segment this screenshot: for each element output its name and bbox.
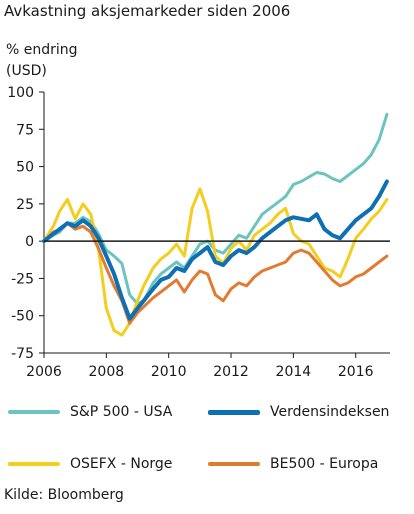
y-tick-label: 25 (16, 197, 34, 213)
x-tick-label: 2010 (151, 364, 187, 380)
y-tick-label: 75 (16, 122, 34, 138)
y-tick-label: -50 (11, 309, 34, 325)
legend-item-world: Verdensindeksen (208, 404, 389, 420)
x-tick-label: 2016 (338, 364, 374, 380)
y-axis-label: % endring (USD) (6, 40, 78, 82)
legend: S&P 500 - USA Verdensindeksen OSEFX - No… (0, 396, 414, 486)
legend-item-sp500: S&P 500 - USA (8, 404, 172, 420)
legend-swatch-sp500 (8, 410, 60, 414)
line-chart: 100 75 50 25 0 -25 -50 -75 2006 2008 2010 2012 2014 2… (7, 85, 390, 380)
y-axis-label-line2: (USD) (6, 63, 47, 79)
x-tick-label: 2006 (26, 364, 62, 380)
series-line-0 (42, 112, 389, 306)
legend-swatch-be500 (208, 462, 260, 466)
x-tick-label: 2014 (276, 364, 312, 380)
legend-label-sp500: S&P 500 - USA (70, 404, 173, 420)
y-axis-label-line1: % endring (6, 42, 78, 58)
y-tick-label: 0 (25, 234, 34, 250)
source-note: Kilde: Bloomberg (4, 487, 124, 503)
series-line-3 (42, 221, 389, 325)
series-line-1 (42, 179, 389, 321)
x-tick-label: 2008 (89, 364, 125, 380)
series-line-2 (42, 187, 389, 337)
legend-swatch-osefx (8, 462, 60, 466)
legend-label-be500: BE500 - Europa (270, 456, 379, 472)
legend-item-osefx: OSEFX - Norge (8, 456, 172, 472)
y-tick-label: -75 (11, 346, 34, 362)
legend-swatch-world (208, 409, 260, 415)
x-tick-label: 2012 (213, 364, 249, 380)
legend-label-world: Verdensindeksen (270, 404, 390, 420)
y-tick-label: 50 (16, 160, 34, 176)
legend-label-osefx: OSEFX - Norge (70, 456, 173, 472)
y-tick-label: 100 (7, 85, 34, 101)
y-tick-label: -25 (11, 271, 34, 287)
chart-title: Avkastning aksjemarkeder siden 2006 (4, 2, 291, 20)
legend-item-be500: BE500 - Europa (208, 456, 378, 472)
